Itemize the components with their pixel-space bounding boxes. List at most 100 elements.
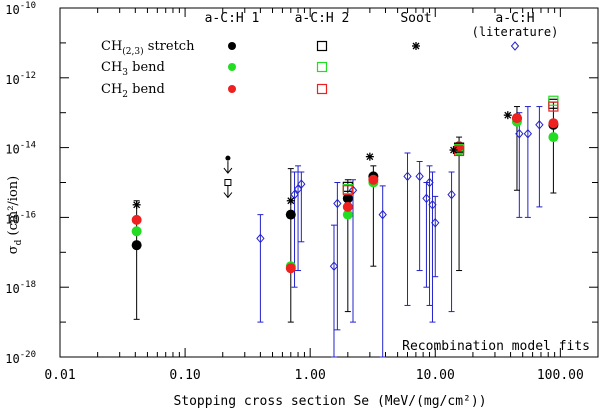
legend-literature-subheader: (literature) [472,25,559,39]
y-tick-label: 10-20 [5,350,36,366]
annotation-text: Recombination model fits [402,339,590,354]
legend-literature-header: a-C:H [495,11,534,26]
legend-row-label: CH(2,3) stretch [101,39,195,57]
asterisk-stroke [366,153,374,161]
point-a-c-h-literature- [415,171,424,182]
upper-limit-point [224,179,232,186]
y-tick-label-exponent: -10 [20,1,36,11]
point-a-c-h-literature- [256,233,265,244]
legend-column-header: a-C:H 1 [205,11,260,26]
point-a-c-h-1-ch2-bend [511,113,522,124]
legend-row-sub: (2,3) [122,46,143,57]
point-a-c-h-literature- [523,128,533,139]
y-tick-label-base: 10 [5,143,19,157]
x-tick-label: 0.10 [169,368,200,383]
asterisk-stroke [133,201,141,209]
point-a-c-h-literature- [535,120,544,130]
y-axis-label: σd (cm²/ion) [6,176,24,254]
x-tick-label: 100.00 [537,368,584,383]
legend-row-main: CH [101,39,122,54]
y-tick-label-exponent: -12 [20,71,36,81]
y-tick-label: 10-12 [5,71,36,87]
y-tick-label-base: 10 [5,352,19,366]
point-a-c-h-1-ch3-bend [342,209,353,220]
point-a-c-h-2-ch2-bend [548,101,559,112]
axes-frame-group: 0.01 0.10 1.00 10.00 100.0010-2010-1810-1610… [5,1,599,383]
point-a-c-h-literature- [425,177,434,188]
upper-limit-arrowhead [223,192,233,199]
point-a-c-h-literature- [290,189,299,200]
legend: a-C:H 1 a-C:H 2 Soot a-C:H(literature)CH(2,… [101,11,558,100]
y-tick-label-base: 10 [5,3,19,17]
y-tick-label: 10-14 [5,141,36,157]
y-axis-label-symbol: σ [6,245,21,254]
y-tick-label-base: 10 [5,73,19,87]
point-a-c-h-2-ch2-bend [342,185,353,196]
point-a-c-h-1-ch-2-3-stretch [131,240,142,251]
x-tick-label: 1.00 [295,368,326,383]
legend-marker-ac-h-1 [228,63,236,71]
point-a-c-h-1-ch2-bend [131,214,142,225]
legend-row-sub: 3 [122,68,128,78]
legend-marker-ac-h-2 [316,83,328,95]
y-tick-label-base: 10 [5,212,19,226]
upper-limit-arrowhead [223,167,233,174]
y-tick-label-exponent: -18 [20,280,36,290]
point-a-c-h-literature- [431,218,440,228]
point-a-c-h-1-ch2-bend [285,263,296,274]
legend-row-sub: 2 [122,90,128,100]
point-a-c-h-literature- [422,193,431,204]
legend-marker-literature [510,41,520,51]
data-marks-group [131,95,559,358]
legend-row-rest: bend [128,60,165,75]
point-a-c-h-1-ch-2-3-stretch [285,209,296,220]
legend-row-main: CH [101,82,122,97]
y-tick-label: 10-10 [5,1,36,17]
point-soot [449,146,458,155]
point-a-c-h-literature- [297,179,306,189]
asterisk-stroke [287,197,295,205]
legend-column-header: Soot [400,11,431,26]
point-a-c-h-1-ch3-bend [548,132,559,143]
legend-column-header: a-C:H 2 [295,11,350,26]
point-a-c-h-literature- [329,261,339,271]
asterisk-stroke [450,146,457,154]
point-a-c-h-1-ch-2-3-stretch [342,193,353,204]
point-a-c-h-literature- [428,200,437,210]
y-axis-label-subscript: d [14,239,24,245]
legend-marker-soot [412,42,420,50]
x-tick-label: 10.00 [416,368,455,383]
point-a-c-h-literature- [447,189,456,200]
point-a-c-h-literature- [403,171,412,182]
point-a-c-h-literature- [348,185,358,196]
point-a-c-h-1-ch2-bend [368,174,379,185]
x-tick-label: 0.01 [44,368,75,383]
legend-row-rest: stretch [144,39,195,54]
point-soot [286,196,295,205]
legend-row-label: CH2 bend [101,82,165,100]
point-a-c-h-1-ch2-bend [548,118,559,129]
asterisk-stroke [412,42,420,50]
y-axis-label-unit: (cm²/ion) [6,176,21,240]
x-axis-label: Stopping cross section Se (MeV/(mg/cm²)) [173,394,486,409]
y-tick-label: 10-16 [5,210,36,226]
y-tick-label-exponent: -16 [20,210,36,220]
upper-limit-point [225,155,231,161]
y-tick-label: 10-18 [5,280,36,296]
legend-marker-ac-h-1 [228,85,236,93]
point-soot [132,200,141,209]
y-tick-label-exponent: -14 [20,141,36,151]
legend-row-main: CH [101,60,122,75]
point-a-c-h-2-ch3-bend [548,95,559,106]
y-tick-label-exponent: -20 [20,350,36,360]
legend-marker-ac-h-2 [316,61,328,73]
legend-marker-ac-h-1 [228,42,236,50]
point-a-c-h-1-ch3-bend [131,226,142,237]
point-a-c-h-literature- [333,198,342,209]
asterisk-stroke [504,111,512,119]
point-soot [365,152,374,161]
legend-row-rest: bend [128,82,165,97]
legend-marker-ac-h-2 [316,40,328,52]
point-a-c-h-literature- [378,209,387,220]
